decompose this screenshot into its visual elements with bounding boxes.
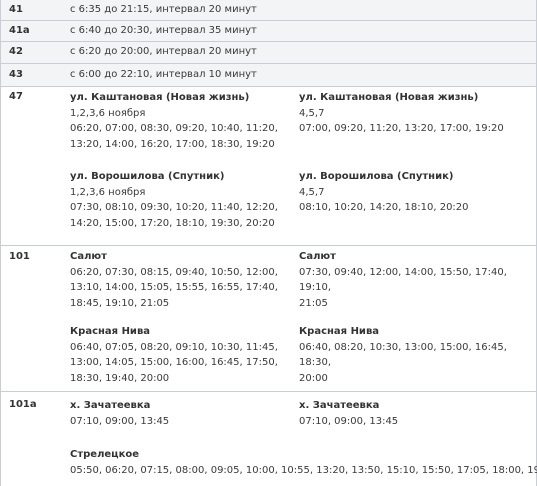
stop-name: ул. Каштановая (Новая жизнь) [299,92,479,103]
stop-name: ул. Каштановая (Новая жизнь) [70,92,250,103]
schedule-block: Красная Нива 06:40, 08:20, 10:30, 13:00,… [299,324,527,386]
route-interval: с 6:20 до 20:00, интервал 20 минут [70,46,257,57]
times-line: 18:45, 19:10, 21:05 [70,297,170,309]
times-line: 07:10, 09:00, 13:45 [70,415,170,427]
stop-name: Красная Нива [70,326,151,337]
schedule-block: Салют 07:30, 09:40, 12:00, 14:00, 15:50,… [299,249,527,311]
stop-name: Салют [70,251,107,262]
stop-name: х. Зачатеевка [299,400,380,411]
schedule-block: х. Зачатеевка 07:10, 09:00, 13:45 [299,398,527,429]
route-number: 101а [9,399,37,410]
route-number: 42 [9,46,23,57]
times-line: 08:10, 10:20, 14:20, 18:10, 20:20 [299,202,469,213]
route-number: 43 [9,69,23,80]
route-number: 101 [9,251,30,262]
route-row-101a: 101а х. Зачатеевка 07:10, 09:00, 13:45 х… [1,392,537,486]
route-row-43: 43 с 6:00 до 22:10, интервал 10 минут [1,64,536,87]
times-line: 06:40, 08:20, 10:30, 13:00, 15:00, 16:45… [299,341,507,369]
times-line: 07:30, 09:40, 12:00, 14:00, 15:50, 17:40… [299,266,507,294]
stop-name: Салют [299,251,336,262]
times-line: 07:10, 09:00, 13:45 [299,415,399,427]
route-interval: с 6:40 до 20:30, интервал 35 минут [70,25,257,36]
days-label: 1,2,3,6 ноября [70,186,146,198]
times-line: 07:30, 08:10, 09:30, 10:20, 11:40, 12:20… [70,202,278,213]
route-row-101: 101 Салют 06:20, 07:30, 08:15, 09:40, 10… [1,246,536,392]
times-line: 07:00, 09:20, 11:20, 13:20, 17:00, 19:20 [299,123,504,134]
stop-name: х. Зачатеевка [70,400,151,411]
schedule-block: ул. Ворошилова (Спутник) 4,5,7 08:10, 10… [299,169,527,216]
route-interval: с 6:00 до 22:10, интервал 10 минут [70,69,257,80]
schedule-block: Стрелецкое 05:50, 06:20, 07:15, 08:00, 0… [70,447,537,478]
schedule-block: Салют 06:20, 07:30, 08:15, 09:40, 10:50,… [70,249,298,311]
times-line: 13:20, 14:00, 16:20, 17:00, 18:30, 19:20 [70,138,275,150]
stop-name: ул. Ворошилова (Спутник) [70,171,225,182]
times-line: 13:00, 14:05, 15:00, 16:00, 16:45, 17:50… [70,357,278,368]
days-label: 4,5,7 [299,186,325,198]
route-number: 41а [9,25,30,36]
schedule-block: ул. Каштановая (Новая жизнь) 1,2,3,6 ноя… [70,90,298,152]
times-line: 13:10, 14:00, 15:05, 15:55, 16:55, 17:40… [70,282,278,293]
schedule-block: ул. Каштановая (Новая жизнь) 4,5,7 07:00… [299,90,527,137]
stop-name: Стрелецкое [70,449,140,460]
schedule-block: х. Зачатеевка 07:10, 09:00, 13:45 [70,398,298,429]
route-interval: с 6:35 до 21:15, интервал 20 минут [70,4,257,15]
days-label: 1,2,3,6 ноября [70,107,146,119]
times-line: 18:30, 19:40, 20:00 [70,372,170,384]
times-line: 06:40, 07:05, 08:20, 09:10, 10:30, 11:45… [70,341,278,353]
route-row-41a: 41а с 6:40 до 20:30, интервал 35 минут [1,21,536,42]
route-number: 41 [9,4,23,15]
route-row-42: 42 с 6:20 до 20:00, интервал 20 минут [1,42,536,64]
stop-name: Красная Нива [299,326,380,337]
times-line: 21:05 [299,297,328,309]
schedule-block: Красная Нива 06:40, 07:05, 08:20, 09:10,… [70,324,298,386]
stop-name: ул. Ворошилова (Спутник) [299,171,454,182]
route-row-41: 41 с 6:35 до 21:15, интервал 20 минут [1,0,536,21]
route-number: 47 [9,91,23,102]
route-row-47: 47 ул. Каштановая (Новая жизнь) 1,2,3,6 … [1,87,536,246]
times-line: 20:00 [299,372,328,384]
schedule-block: ул. Ворошилова (Спутник) 1,2,3,6 ноября … [70,169,298,231]
times-line: 05:50, 06:20, 07:15, 08:00, 09:05, 10:00… [70,464,537,476]
times-line: 06:20, 07:30, 08:15, 09:40, 10:50, 12:00… [70,266,278,278]
times-line: 14:20, 15:00, 17:20, 18:10, 19:30, 20:20 [70,217,275,229]
days-label: 4,5,7 [299,107,325,119]
times-line: 06:20, 07:00, 08:30, 09:20, 10:40, 11:20… [70,123,278,134]
